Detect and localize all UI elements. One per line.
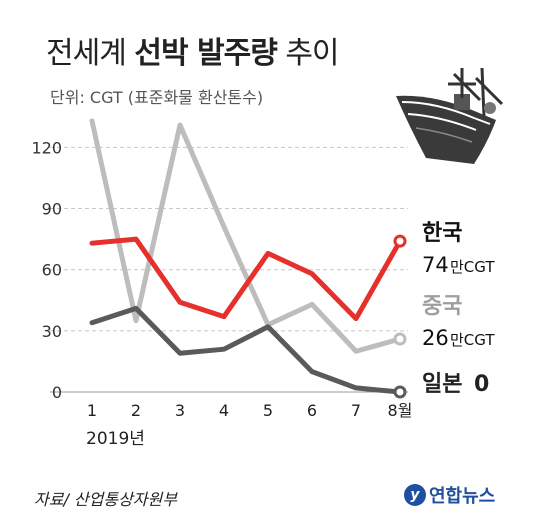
series-end-value: 26 [422, 326, 449, 350]
y-tick-label: 60 [42, 261, 62, 280]
x-tick-label: 8월 [388, 401, 413, 420]
chart-title: 전세계 선박 발주량 추이 [46, 28, 340, 72]
x-tick-label: 4 [219, 401, 229, 420]
series-line-2 [89, 118, 403, 354]
series-end-unit: 만CGT [450, 331, 495, 349]
series-line-3 [89, 305, 403, 395]
series-line-1 [89, 236, 403, 322]
series-end-value: 74 [422, 253, 449, 277]
y-tick-label: 120 [31, 138, 62, 157]
x-tick-label: 2 [131, 401, 141, 420]
series-name-label: 중국 [422, 294, 462, 319]
series-end-marker-1 [393, 234, 407, 248]
y-tick-label: 30 [42, 322, 62, 341]
x-tick-label: 6 [307, 401, 317, 420]
series-name-label: 한국 [422, 221, 462, 246]
title-bold-text: 선박 발주량 [134, 36, 277, 71]
unit-label: 단위: CGT (표준화물 환산톤수) [50, 88, 264, 107]
yonhap-logo-text: 연합뉴스 [429, 486, 496, 507]
yonhap-logo: y 연합뉴스 [404, 482, 495, 508]
title-suffix-text: 추이 [276, 36, 339, 71]
y-tick-label: 0 [52, 383, 62, 402]
series-end-value: 0 [474, 372, 489, 397]
title-text: 전세계 [46, 36, 135, 71]
x-tick-label: 1 [87, 401, 97, 420]
ship-illustration-icon [396, 67, 504, 164]
x-tick-label: 3 [175, 401, 185, 420]
x-tick-label: 7 [351, 401, 361, 420]
x-axis-year-note: 2019년 [86, 429, 145, 449]
series-end-unit: 만CGT [450, 258, 495, 276]
series-end-marker-2 [393, 332, 407, 346]
series-end-marker-3 [393, 385, 407, 399]
x-tick-label: 5 [263, 401, 273, 420]
yonhap-logo-icon: y [404, 484, 426, 506]
y-tick-label: 90 [42, 200, 62, 219]
source-note: 자료/ 산업통상자원부 [34, 490, 177, 509]
series-name-label: 일본 [422, 372, 462, 397]
